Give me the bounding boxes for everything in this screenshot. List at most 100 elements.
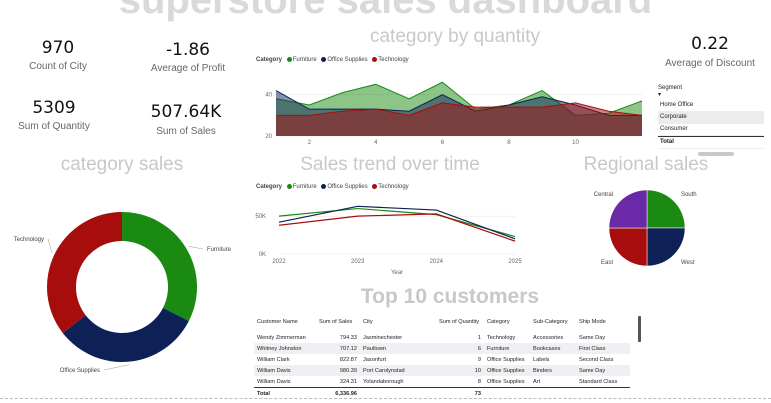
column-header-customer-name[interactable]: Customer Name [257,319,298,325]
card-label: Average of Discount [665,58,755,69]
card-sum-sales[interactable]: 507.64K Sum of Sales [136,102,236,137]
column-header-ship-mode[interactable]: Ship Mode [579,319,606,325]
card-average-discount[interactable]: 0.22 Average of Discount [660,34,760,69]
table-cell: 822.87 [339,356,357,363]
donut-slice-office-supplies [62,307,189,362]
table-cell: Jasonfurt [363,356,387,363]
pie-slice-south [646,189,686,229]
table-row[interactable]: Whitney Johnston 707.12 Paultown 6 Furniture… [254,343,630,354]
customers-table-grid: Customer Name Sum of Sales City Sum of Quan… [254,312,630,400]
table-cell: 1 [477,334,481,341]
table-row[interactable]: William Davis 324.31 Yolandaborough 8 Office… [254,376,630,388]
table-cell: Same Day [576,365,630,376]
donut-slice-furniture [122,212,197,322]
total-cell [484,387,530,400]
leader-line [188,245,204,250]
pie-label-south: South [681,192,697,198]
table-cell: Furniture [484,343,530,354]
card-count-city[interactable]: 970 Count of City [8,38,108,72]
table-scrollbar[interactable] [638,316,641,342]
table-cell: Paultown [360,343,436,354]
card-value: 5309 [32,98,76,118]
regional-sales-title: Regional sales [583,154,709,175]
table-cell: Same Day [579,334,606,341]
table-cell: William Davis [257,378,291,385]
table-row[interactable]: William Davis 980.39 Port Carolynstad 10 Off… [254,365,630,376]
donut-label-office-supplies: Office Supplies [60,368,100,374]
legend-dot-furniture [286,184,292,189]
y-tick-label: 20 [265,134,272,140]
card-value: 507.64K [150,102,222,122]
slicer-item-consumer[interactable]: Consumer [658,124,764,136]
column-header-sum-of-quantity[interactable]: Sum of Quantity [439,319,480,325]
chevron-down-icon[interactable]: ▾ [658,92,662,98]
legend-label-office-supplies: Office Supplies [327,184,368,191]
page-divider [0,398,771,399]
legend-label-furniture: Furniture [292,57,317,64]
card-label: Sum of Quantity [18,121,90,132]
table-cell: Art [533,378,541,385]
table-cell: 324.31 [339,378,357,385]
column-header-sum-of-sales[interactable]: Sum of Sales [319,319,353,325]
table-cell: Office Supplies [484,365,530,376]
table-row[interactable]: William Clark 822.87 Jasonfurt 9 Office Supp… [254,354,630,365]
slicer-title: Segment [658,85,683,91]
x-tick-label: 6 [441,140,445,146]
segment-slicer[interactable]: Segment ▾ Home Office Corporate Consumer… [658,84,764,156]
pie-label-central: Central [594,192,613,198]
sales-trend-title: Sales trend over time [300,154,480,175]
total-cell [530,387,576,400]
x-tick-label: 2025 [508,259,522,265]
total-cell: Total [254,387,316,400]
table-cell: Binders [530,365,576,376]
pie-label-east: East [601,260,613,266]
table-cell: Office Supplies [487,378,525,385]
column-header-category[interactable]: Category [487,319,510,325]
pie-slice-east [608,227,648,267]
x-tick-label: 8 [507,140,511,146]
total-cell [576,387,630,400]
leader-line [47,238,53,253]
trend-legend[interactable]: Category Furniture Office Supplies Techn… [256,184,409,190]
table-cell: Bookcases [530,343,576,354]
slicer-scrollbar[interactable] [698,152,734,156]
legend-title: Category [256,184,283,191]
trend-line-office-supplies [278,205,516,240]
card-sum-quantity[interactable]: 5309 Sum of Quantity [4,98,104,132]
column-header-sub-category[interactable]: Sub-Category [533,319,568,325]
slicer-item-home-office[interactable]: Home Office [658,100,764,112]
legend-label-office-supplies: Office Supplies [327,57,368,64]
table-cell: 8 [477,378,481,385]
leader-line [103,364,130,371]
quantity-legend[interactable]: Category Furniture Office Supplies Techn… [256,57,409,63]
donut-label-technology: Technology [14,237,44,243]
category-sales-chart[interactable]: Furniture Office Supplies Technology [0,205,245,380]
table-cell: Labels [533,356,550,363]
legend-label-furniture: Furniture [292,184,317,191]
donut-slice-technology [47,212,122,333]
y-tick-label: 0K [259,252,266,258]
slicer-item-corporate[interactable]: Corporate [658,112,764,124]
card-average-profit[interactable]: -1.86 Average of Profit [138,40,238,74]
table-total-row: Total 6,336.96 73 [254,387,630,400]
x-tick-label: 2023 [351,259,365,265]
card-value: -1.86 [166,40,210,60]
dashboard-title: superstore sales dashboard [118,0,653,22]
card-label: Count of City [29,61,87,72]
top-customers-table[interactable]: Customer Name Sum of Sales City Sum of Quan… [254,312,630,400]
sales-trend-chart[interactable]: 0K 50K 2022 2023 2024 2025 Year [250,196,535,278]
x-tick-label: 4 [374,140,378,146]
table-cell: Whitney Johnston [254,343,316,354]
y-tick-label: 40 [265,93,272,99]
category-by-quantity-chart[interactable]: 20 40 2 4 6 8 10 [250,66,650,148]
x-tick-label: 2024 [430,259,444,265]
category-sales-title: category sales [60,154,184,175]
table-row[interactable]: Wendy Zimmerman 794.33 Jasminechester 1 Tech… [254,332,630,343]
card-label: Sum of Sales [156,126,216,137]
column-header-city[interactable]: City [363,319,373,325]
regional-sales-chart[interactable]: South West East Central [560,178,770,278]
table-cell: 10 [436,365,484,376]
table-cell: Accessories [533,334,564,341]
legend-dot-technology [372,184,378,189]
table-cell: 980.39 [316,365,360,376]
